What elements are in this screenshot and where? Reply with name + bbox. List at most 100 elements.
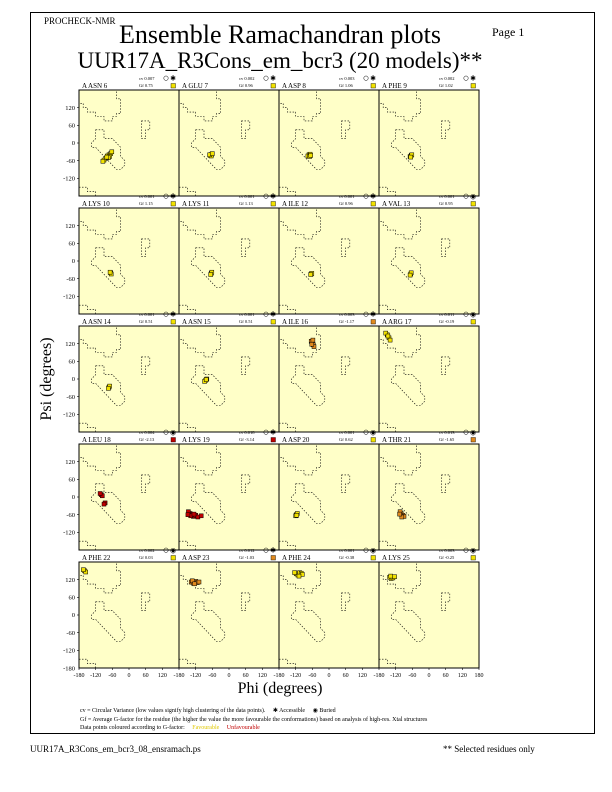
gf-colour-swatch	[270, 319, 276, 325]
allowed-region-outline	[441, 238, 451, 257]
allowed-region-outline	[78, 561, 121, 594]
data-point	[196, 579, 202, 585]
accessible-icon: ✱	[270, 193, 276, 201]
x-tick-label: -60	[208, 673, 216, 679]
legend-accessible: Accessible	[279, 708, 306, 714]
allowed-region-outline	[178, 443, 221, 476]
allowed-region-outline	[141, 474, 151, 493]
allowed-region-outline	[441, 592, 451, 611]
accessible-icon: ✱	[170, 311, 176, 319]
panel-background	[78, 443, 180, 551]
buried-icon: ◉	[470, 429, 476, 437]
residue-label: A LYS 19	[182, 436, 210, 444]
x-tick-label: -180	[174, 673, 185, 679]
allowed-region-outline	[78, 443, 121, 476]
y-tick-label: -120	[63, 530, 75, 537]
panel-background	[78, 89, 180, 197]
y-tick-label: 120	[65, 577, 75, 584]
y-tick-label: 0	[72, 494, 75, 501]
legend-buried: Buried	[319, 708, 336, 714]
y-tick-label: -120	[63, 412, 75, 419]
allowed-region-outline	[78, 540, 96, 551]
cv-value: cv 0.001	[439, 194, 455, 199]
accessible-icon: ✱	[470, 75, 476, 83]
data-point	[198, 513, 204, 519]
panel: A ASN 6 cv 0.007 Gf 0.75 ✱	[78, 75, 180, 197]
data-point	[97, 491, 103, 496]
data-point	[407, 272, 413, 278]
panel: A GLU 7 cv 0.002 Gf 0.96 ✱	[178, 75, 280, 197]
program-name: PROCHECK-NMR	[44, 16, 116, 26]
panel: A ASP 20 cv 0.001 Gf 0.62 ◉	[278, 429, 380, 551]
x-tick-label: -60	[408, 673, 416, 679]
y-tick-label: -60	[66, 158, 75, 165]
gf-value: Gf 0.95	[439, 201, 453, 206]
gf-value: Gf -0.25	[439, 555, 455, 560]
legend-cv-text: cv = Circular Variance (low values signi…	[80, 708, 266, 714]
cv-value: cv 0.002	[439, 76, 455, 81]
y-tick-label: 0	[72, 258, 75, 265]
y-tick-label: 60	[69, 359, 76, 366]
info-icon	[363, 547, 369, 553]
data-point	[408, 154, 413, 160]
allowed-region-outline	[78, 325, 121, 358]
info-icon	[163, 429, 169, 435]
data-point	[83, 569, 88, 575]
y-tick-label: 120	[65, 459, 75, 466]
allowed-region-outline	[378, 186, 397, 197]
allowed-region-outline	[278, 89, 322, 122]
y-tick-label: 60	[69, 477, 76, 484]
buried-icon: ◉	[470, 311, 476, 319]
allowed-region-outline	[78, 304, 96, 315]
legend-favourable: Favourable	[192, 725, 220, 731]
buried-icon: ◉	[312, 708, 318, 714]
residue-label: A ASP 23	[182, 554, 210, 562]
gf-colour-swatch	[370, 83, 376, 89]
cv-value: cv 0.001	[239, 194, 255, 199]
residue-label: A ASP 8	[282, 82, 306, 90]
panel: A PHE 22 cv 0.002 Gf 0.03 ◉	[78, 547, 180, 669]
panel-background	[178, 207, 280, 315]
info-icon	[363, 75, 369, 81]
page-frame	[30, 12, 595, 734]
info-icon	[263, 75, 269, 81]
allowed-region-outline	[278, 540, 297, 551]
allowed-region-outline	[141, 238, 151, 257]
gf-value: Gf -1.65	[439, 437, 455, 442]
cv-value: cv 0.007	[139, 76, 155, 81]
gf-value: Gf 1.06	[339, 83, 353, 88]
gf-value: Gf 0.03	[139, 555, 153, 560]
x-tick-label: -60	[308, 673, 316, 679]
panel-background	[278, 207, 380, 315]
data-point	[106, 386, 111, 391]
panel-background	[378, 325, 480, 433]
gf-value: Gf 1.02	[439, 83, 453, 88]
cv-value: cv 0.003	[339, 76, 355, 81]
x-tick-label: 120	[358, 673, 367, 679]
info-icon	[363, 311, 369, 317]
gf-colour-swatch	[170, 437, 176, 443]
x-tick-label: 0	[228, 673, 231, 679]
residue-label: A ASN 15	[182, 318, 211, 326]
panel: A PHE 24 cv 0.001 Gf -0.38 ◉	[278, 547, 380, 669]
gf-value: Gf -1.17	[339, 319, 355, 324]
data-point	[192, 581, 197, 587]
data-point	[392, 574, 397, 579]
allowed-region-outline	[341, 592, 351, 611]
cv-value: cv 0.011	[439, 312, 454, 317]
data-point	[109, 149, 115, 155]
info-icon	[163, 193, 169, 199]
allowed-region-outline	[141, 120, 151, 139]
residue-label: A PHE 22	[82, 554, 111, 562]
panel: A ASP 8 cv 0.003 Gf 1.06 ✱	[278, 75, 380, 197]
panel: A LYS 19 cv 0.018 Gf -3.14 ✱	[178, 429, 280, 551]
y-tick-label: 120	[65, 341, 75, 348]
x-tick-label: -120	[90, 673, 101, 679]
residue-label: A ILE 12	[282, 200, 309, 208]
y-tick-label: -120	[63, 294, 75, 301]
residue-label: A PHE 9	[382, 82, 407, 90]
data-point	[203, 377, 209, 382]
info-icon	[163, 75, 169, 81]
allowed-region-outline	[278, 304, 297, 315]
y-tick-label: 120	[65, 223, 75, 230]
